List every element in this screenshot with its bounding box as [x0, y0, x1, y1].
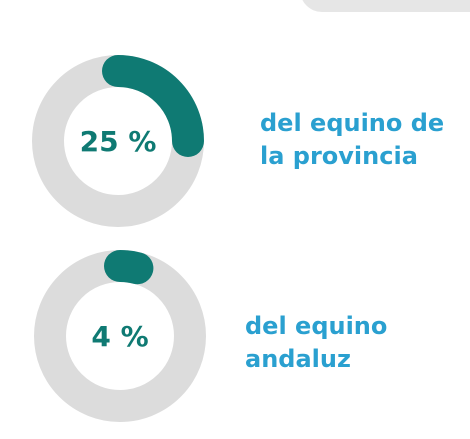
donut-label: del equino de la provincia	[260, 109, 445, 170]
donut-segment	[104, 250, 154, 285]
donut-segment	[102, 55, 204, 157]
donut-value: 4 %	[91, 320, 148, 353]
donut-value: 25 %	[80, 125, 157, 158]
donut-label: del equino andaluz	[245, 312, 388, 373]
decoration	[302, 0, 470, 12]
